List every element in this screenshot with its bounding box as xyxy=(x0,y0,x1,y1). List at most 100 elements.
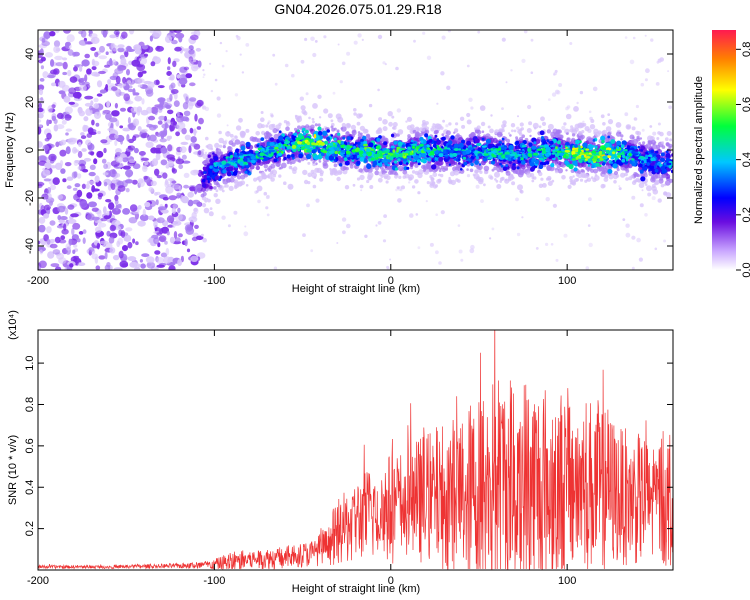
noise-blob xyxy=(157,97,166,103)
noise-blob xyxy=(130,106,139,113)
noise-blob xyxy=(84,102,92,107)
signal-blob xyxy=(569,176,573,180)
signal-blob xyxy=(330,134,334,137)
noise-blob xyxy=(103,163,108,169)
noise-blob xyxy=(360,189,363,192)
noise-blob xyxy=(146,261,156,269)
signal-blob xyxy=(607,168,613,174)
noise-blob xyxy=(106,262,111,268)
noise-blob xyxy=(78,65,83,72)
signal-blob xyxy=(587,158,592,163)
noise-blob xyxy=(141,45,148,50)
noise-blob xyxy=(183,66,190,71)
noise-blob xyxy=(342,230,346,235)
signal-blob xyxy=(338,163,343,167)
signal-blob xyxy=(340,127,344,130)
noise-blob xyxy=(115,156,124,163)
noise-blob xyxy=(165,104,172,109)
noise-blob xyxy=(144,161,149,166)
noise-blob xyxy=(137,126,142,132)
noise-blob xyxy=(166,71,172,76)
signal-blob xyxy=(346,136,351,141)
noise-blob xyxy=(166,154,175,160)
noise-blob xyxy=(64,114,72,121)
noise-blob xyxy=(563,233,568,238)
signal-blob xyxy=(629,134,635,140)
signal-blob xyxy=(255,165,260,171)
noise-blob xyxy=(127,241,133,249)
signal-blob xyxy=(405,162,409,165)
noise-blob xyxy=(184,238,188,247)
noise-blob xyxy=(39,155,48,163)
signal-blob xyxy=(517,184,523,191)
noise-blob xyxy=(172,203,178,209)
noise-blob xyxy=(209,62,212,65)
signal-blob xyxy=(317,130,323,136)
signal-blob xyxy=(410,166,413,170)
noise-blob xyxy=(44,162,52,169)
noise-blob xyxy=(67,69,72,77)
signal-blob xyxy=(267,122,270,125)
noise-blob xyxy=(569,42,573,45)
signal-blob xyxy=(320,152,325,156)
noise-blob xyxy=(641,128,645,132)
noise-blob xyxy=(554,89,560,95)
signal-blob xyxy=(366,133,370,138)
signal-blob xyxy=(297,125,301,130)
signal-blob xyxy=(435,160,440,165)
signal-blob xyxy=(278,135,284,141)
noise-blob xyxy=(111,219,121,227)
noise-blob xyxy=(155,79,160,85)
noise-blob xyxy=(185,73,193,79)
signal-blob xyxy=(610,139,616,144)
signal-blob xyxy=(363,165,367,169)
signal-blob xyxy=(459,116,465,122)
noise-blob xyxy=(138,57,148,65)
noise-blob xyxy=(96,150,104,158)
noise-blob xyxy=(257,199,261,204)
signal-blob xyxy=(388,121,393,127)
noise-blob xyxy=(172,184,180,190)
noise-blob xyxy=(194,224,199,229)
signal-blob xyxy=(616,159,622,165)
signal-blob xyxy=(579,122,585,128)
noise-blob xyxy=(227,224,231,228)
signal-blob xyxy=(397,129,404,135)
signal-blob xyxy=(200,193,205,198)
noise-blob xyxy=(108,117,118,123)
noise-blob xyxy=(77,106,83,114)
noise-blob xyxy=(145,141,154,148)
noise-blob xyxy=(178,77,188,85)
signal-blob xyxy=(384,161,388,166)
signal-blob xyxy=(382,126,388,132)
signal-blob xyxy=(616,140,622,146)
noise-blob xyxy=(72,222,81,230)
noise-blob xyxy=(440,210,445,215)
signal-blob xyxy=(440,126,444,130)
noise-blob xyxy=(167,160,174,167)
noise-blob xyxy=(169,236,175,244)
signal-blob xyxy=(613,170,619,176)
noise-blob xyxy=(413,39,416,43)
noise-blob xyxy=(56,124,65,130)
noise-blob xyxy=(667,70,670,73)
noise-blob xyxy=(104,251,108,260)
noise-blob xyxy=(137,84,143,88)
noise-blob xyxy=(78,39,88,46)
noise-blob xyxy=(202,237,207,243)
signal-blob xyxy=(578,158,583,163)
signal-blob xyxy=(554,163,558,166)
signal-blob xyxy=(305,153,312,160)
noise-blob xyxy=(143,165,148,170)
signal-blob xyxy=(538,125,542,129)
noise-blob xyxy=(160,147,168,154)
signal-blob xyxy=(354,165,358,169)
noise-blob xyxy=(632,36,636,40)
signal-blob xyxy=(432,143,437,148)
noise-blob xyxy=(157,206,167,211)
signal-blob xyxy=(212,172,215,175)
noise-blob xyxy=(108,202,115,210)
noise-blob xyxy=(140,157,149,161)
signal-blob xyxy=(214,142,220,149)
noise-blob xyxy=(88,201,97,208)
